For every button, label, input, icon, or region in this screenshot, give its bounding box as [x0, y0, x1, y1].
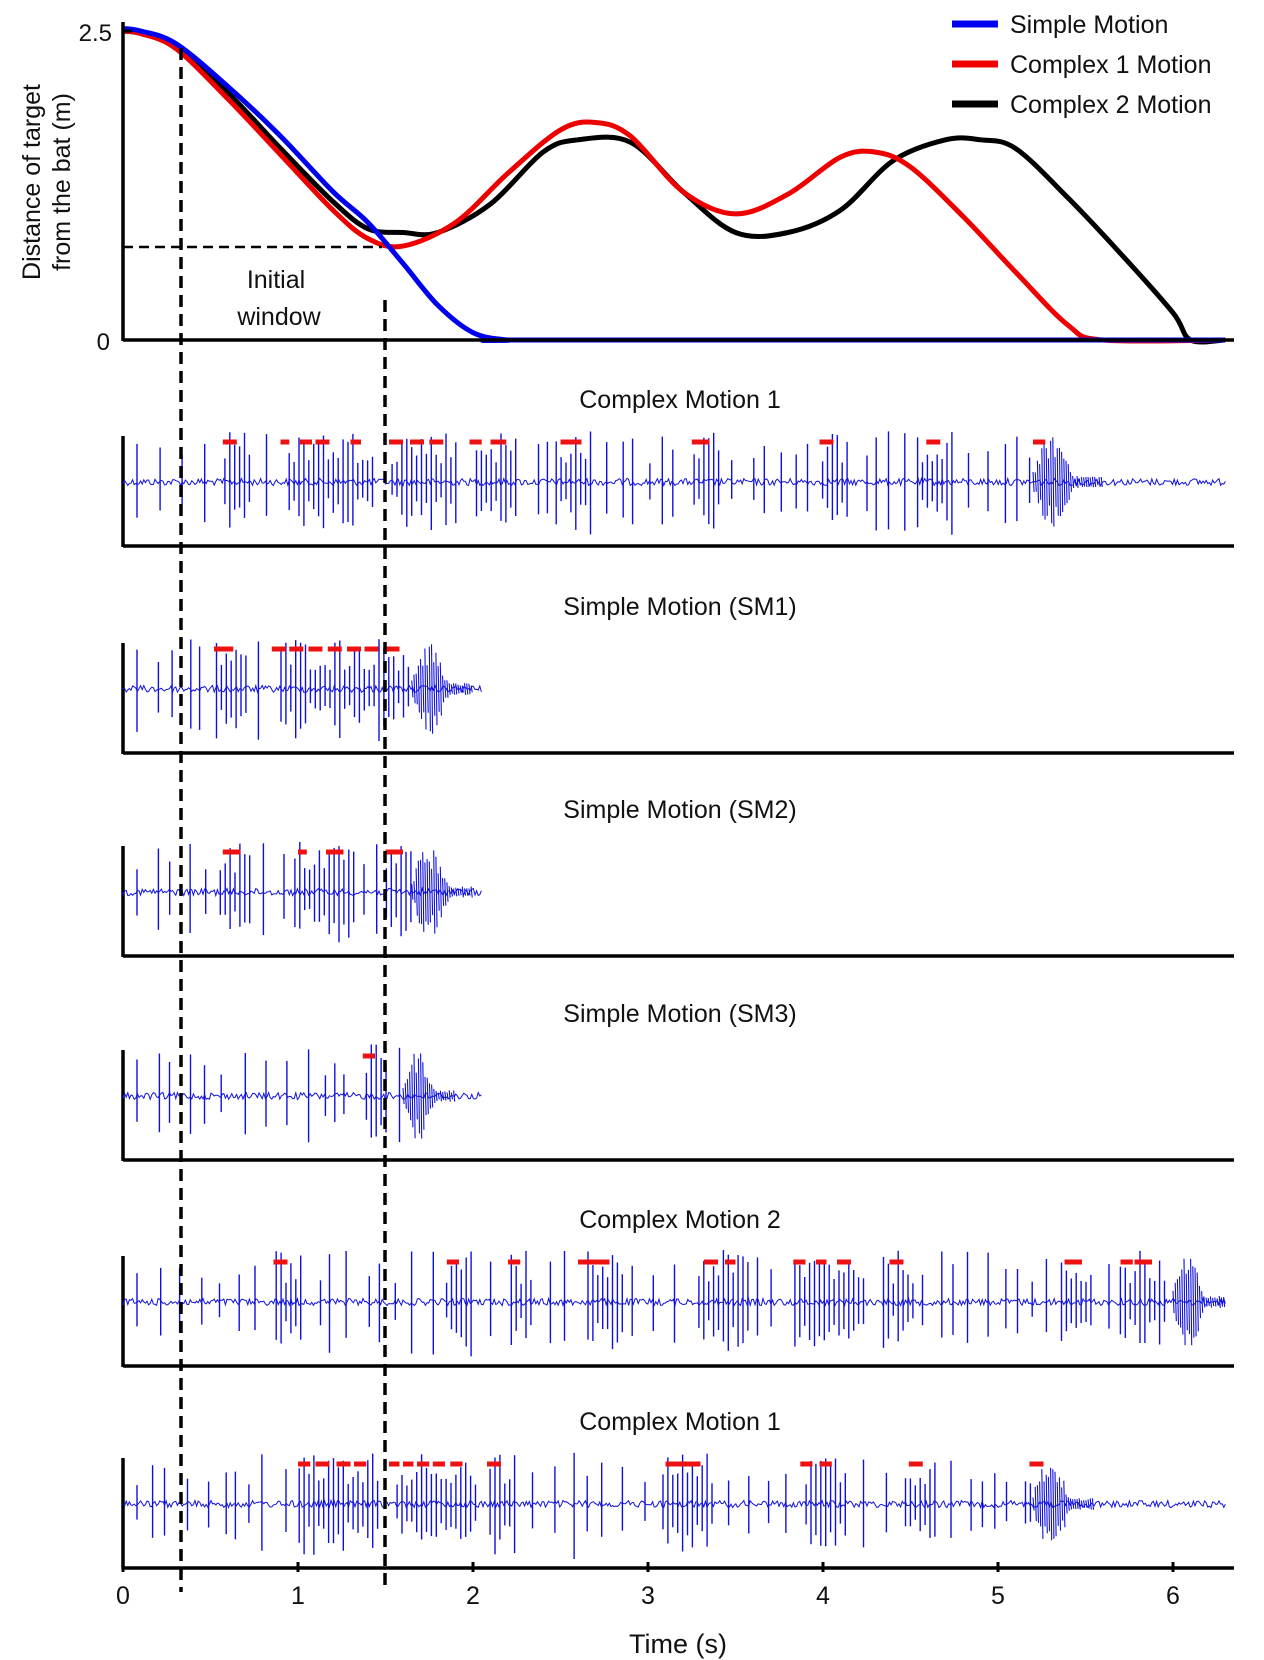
feeding-buzz: [1032, 437, 1103, 527]
x-tick-label-2: 2: [466, 1582, 480, 1610]
panel-3: Simple Motion (SM2): [121, 796, 1234, 958]
feeding-buzz: [411, 850, 473, 934]
feeding-buzz: [402, 1053, 456, 1139]
distance-chart: 2.5 0 Distance of target from the bat (m…: [18, 11, 1234, 356]
legend-label-simple: Simple Motion: [1010, 11, 1168, 39]
initial-window-boundaries: [179, 48, 387, 1592]
feeding-buzz: [411, 644, 473, 734]
y-tick-label-2-5: 2.5: [79, 20, 112, 47]
panel-5: Complex Motion 2: [121, 1206, 1234, 1368]
panel-title: Simple Motion (SM2): [563, 796, 796, 824]
x-tick-label-3: 3: [641, 1582, 655, 1610]
x-tick-label-4: 4: [816, 1582, 830, 1610]
y-axis-label-line1: Distance of target: [18, 84, 46, 280]
initial-window-label-line2: window: [236, 303, 321, 331]
initial-window-label-line1: Initial: [247, 266, 305, 294]
signal-baseline: [122, 1296, 1226, 1308]
echolocation-panels: Complex Motion 1 Simple Motion (SM1) Simpl…: [121, 386, 1234, 1570]
x-tick-label-1: 1: [291, 1582, 305, 1610]
x-axis-label: Time (s): [629, 1629, 727, 1659]
panel-title: Simple Motion (SM1): [563, 593, 796, 621]
legend-label-complex1: Complex 1 Motion: [1010, 51, 1211, 79]
panel-title: Simple Motion (SM3): [563, 1000, 796, 1028]
feeding-buzz: [1172, 1258, 1226, 1346]
y-axis-label-line2: from the bat (m): [48, 93, 76, 271]
panel-6: Complex Motion 1: [121, 1408, 1234, 1570]
panel-title: Complex Motion 1: [579, 386, 780, 414]
x-tick-label-6: 6: [1166, 1582, 1180, 1610]
panel-title: Complex Motion 2: [579, 1206, 780, 1234]
panel-2: Simple Motion (SM1): [121, 593, 1234, 755]
feeding-buzz: [1032, 1467, 1095, 1541]
x-tick-label-0: 0: [116, 1582, 130, 1610]
legend: Simple Motion Complex 1 Motion Complex 2…: [952, 11, 1211, 119]
panel-title: Complex Motion 1: [579, 1408, 780, 1436]
panel-4: Simple Motion (SM3): [121, 1000, 1234, 1162]
panel-1: Complex Motion 1: [121, 386, 1234, 548]
series-line-complex-1-motion: [122, 28, 1226, 344]
legend-label-complex2: Complex 2 Motion: [1010, 91, 1211, 119]
y-tick-label-0: 0: [97, 329, 110, 356]
time-axis: 0 1 2 3 4 5 6: [116, 1562, 1180, 1610]
x-tick-label-5: 5: [991, 1582, 1005, 1610]
